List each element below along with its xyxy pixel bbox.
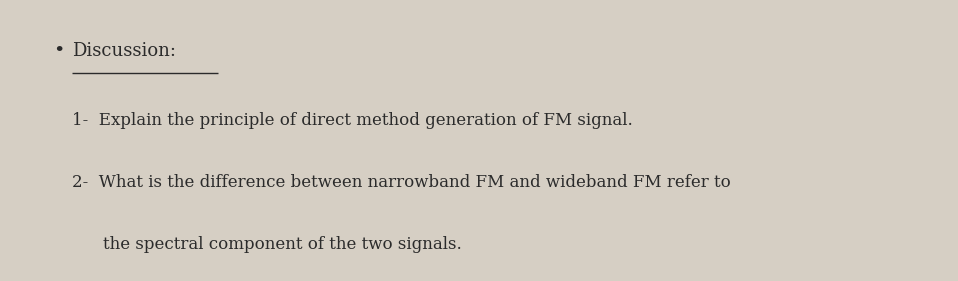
Text: 2-  What is the difference between narrowband FM and wideband FM refer to: 2- What is the difference between narrow… bbox=[72, 174, 731, 191]
Text: the spectral component of the two signals.: the spectral component of the two signal… bbox=[103, 236, 462, 253]
Text: •: • bbox=[53, 42, 64, 60]
Text: Discussion:: Discussion: bbox=[72, 42, 176, 60]
Text: 1-  Explain the principle of direct method generation of FM signal.: 1- Explain the principle of direct metho… bbox=[72, 112, 632, 129]
